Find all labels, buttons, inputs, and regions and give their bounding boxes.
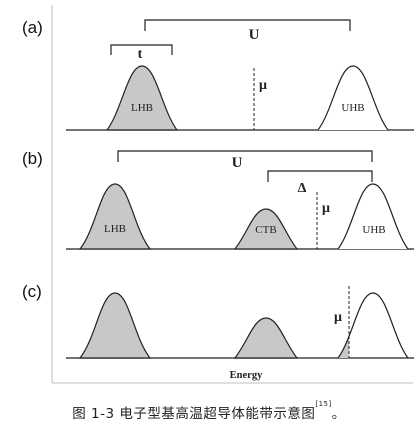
band-diagram-svg: LHB UHB μ U t LHB CTB UHB — [51, 5, 414, 384]
panel-c-uhb-band — [337, 292, 409, 359]
panel-label-b: (b) — [22, 149, 43, 168]
panel-label-c: (c) — [22, 282, 42, 301]
panel-a-lhb-band — [105, 65, 179, 131]
panel-b-ctb-band — [233, 208, 299, 250]
panel-a-mu-label: μ — [259, 78, 267, 93]
panel-b-lhb-label: LHB — [104, 223, 126, 235]
figure-caption-reference: [15] — [315, 400, 332, 408]
panel-b: LHB CTB UHB μ U Δ — [66, 150, 414, 250]
panel-b-ctb-label: CTB — [255, 224, 276, 236]
figure-caption: 图 1-3 电子型基高温超导体能带示意图[15]。 — [0, 400, 418, 422]
panel-b-u-label: U — [232, 155, 243, 171]
panel-a-t-label: t — [138, 47, 143, 62]
panel-b-u-bracket — [117, 150, 373, 162]
panel-label-a: (a) — [22, 18, 43, 37]
panel-c-uhb-filled-portion — [338, 334, 349, 358]
panel-b-lhb-band — [78, 183, 152, 250]
panel-a-t-bracket — [110, 44, 173, 55]
panel-a: LHB UHB μ U t — [66, 19, 414, 131]
panel-a-uhb-label: UHB — [341, 102, 364, 114]
panel-a-lhb-label: LHB — [131, 102, 153, 114]
panel-c-mu-label: μ — [334, 310, 342, 325]
panel-c-energy-axis-label: Energy — [230, 370, 263, 381]
panel-b-uhb-band — [337, 183, 409, 250]
panel-b-uhb-label: UHB — [362, 224, 385, 236]
panel-c: μ Energy — [66, 286, 414, 381]
panel-a-uhb-band — [317, 65, 389, 131]
panel-b-delta-bracket — [267, 170, 373, 182]
panel-b-delta-label: Δ — [298, 181, 307, 196]
panel-a-u-label: U — [249, 27, 260, 43]
panel-a-u-bracket — [144, 19, 351, 31]
panel-c-ctb-band — [233, 317, 299, 359]
figure-caption-end: 。 — [331, 406, 346, 422]
panel-b-mu-label: μ — [322, 201, 330, 216]
panel-c-lhb-band — [78, 292, 152, 359]
figure-caption-text: 图 1-3 电子型基高温超导体能带示意图 — [72, 406, 316, 422]
